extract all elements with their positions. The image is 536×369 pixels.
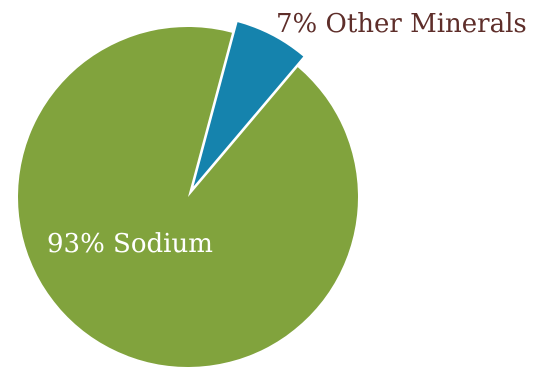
slice-label-other-minerals: 7% Other Minerals — [276, 9, 527, 39]
slice-other-minerals — [193, 22, 304, 187]
slices-layer — [18, 22, 359, 367]
slice-sodium — [18, 26, 359, 367]
labels-layer: 7% Other Minerals 93% Sodium — [47, 9, 527, 259]
slice-label-sodium: 93% Sodium — [47, 229, 213, 259]
